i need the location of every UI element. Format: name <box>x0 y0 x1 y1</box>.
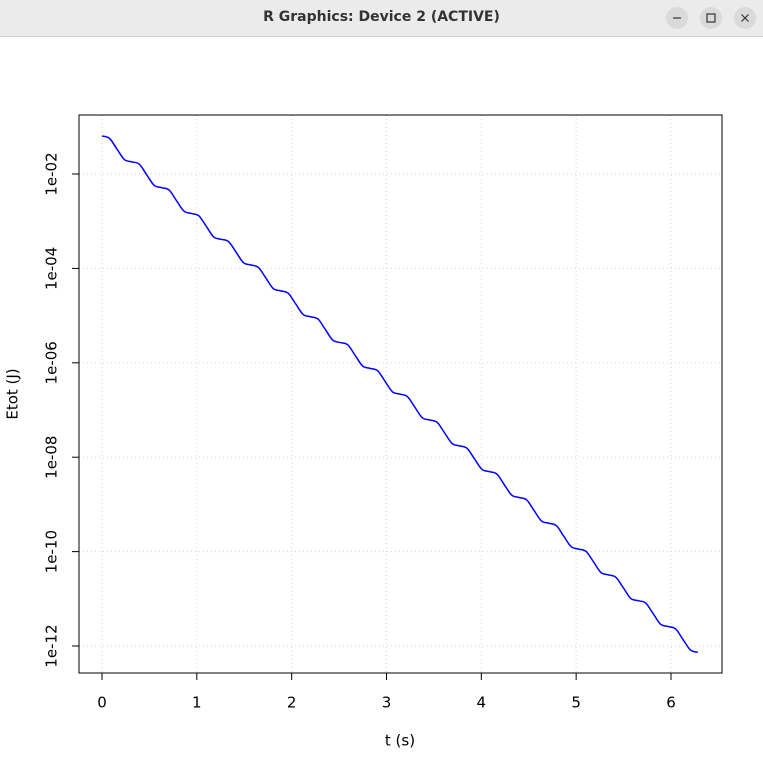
x-tick-label: 0 <box>97 694 107 712</box>
x-tick-label: 5 <box>571 694 581 712</box>
y-tick-label: 1e-08 <box>43 436 61 479</box>
x-tick-label: 3 <box>382 694 392 712</box>
x-tick-label: 6 <box>666 694 676 712</box>
y-axis-label: Etot (J) <box>4 368 22 419</box>
maximize-button[interactable] <box>700 7 722 29</box>
y-tick-label: 1e-10 <box>43 530 61 573</box>
window-title: R Graphics: Device 2 (ACTIVE) <box>263 9 500 25</box>
title-bar: R Graphics: Device 2 (ACTIVE) <box>0 0 763 37</box>
data-line <box>101 135 699 654</box>
plot-frame <box>78 114 723 674</box>
x-tick-label: 4 <box>477 694 487 712</box>
window-buttons <box>666 7 756 29</box>
x-tick-label: 1 <box>192 694 202 712</box>
minimize-button[interactable] <box>666 7 688 29</box>
y-tick-label: 1e-02 <box>43 152 61 195</box>
y-tick-label: 1e-06 <box>43 341 61 384</box>
y-tick-label: 1e-04 <box>43 247 61 290</box>
close-button[interactable] <box>734 7 756 29</box>
x-tick-label: 2 <box>287 694 297 712</box>
x-axis-label: t (s) <box>385 732 415 750</box>
y-tick-label: 1e-12 <box>43 624 61 667</box>
